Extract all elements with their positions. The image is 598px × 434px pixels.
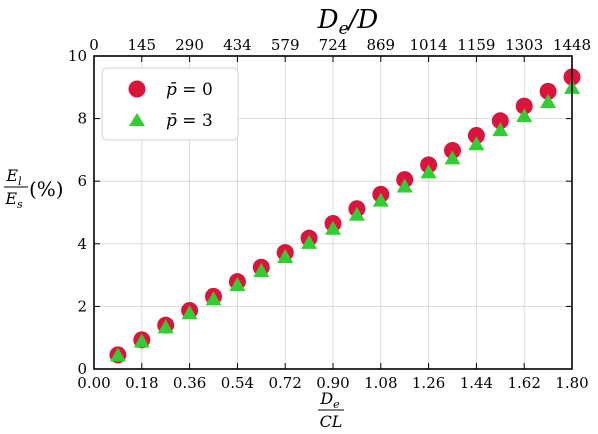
data-point-p3 — [372, 192, 389, 207]
top-x-axis-title: De/D — [317, 5, 379, 39]
svg-text:El: El — [5, 166, 22, 188]
y-tick-label: 4 — [77, 235, 87, 253]
top-x-tick-label: 145 — [127, 36, 156, 54]
legend-label-p0: p̄ = 0 — [166, 80, 213, 100]
svg-text:Es: Es — [4, 189, 23, 211]
x-tick-label: 1.08 — [364, 374, 397, 392]
data-point-p3 — [109, 347, 126, 362]
plot-frame — [93, 55, 573, 370]
data-point-p3 — [253, 263, 270, 278]
x-tick-label: 0.72 — [268, 374, 301, 392]
x-tick-label: 1.26 — [412, 374, 445, 392]
y-axis-title: El Es (%) — [4, 166, 64, 211]
top-x-tick-label: 0 — [89, 36, 99, 54]
data-point-p3 — [420, 164, 437, 179]
svg-text:CL: CL — [320, 412, 343, 431]
data-point-p3 — [468, 136, 485, 151]
x-tick-label: 0.36 — [173, 374, 206, 392]
top-x-tick-label: 290 — [175, 36, 204, 54]
data-point-p3 — [444, 150, 461, 165]
data-point-p3 — [205, 291, 222, 306]
data-point-p0 — [467, 127, 485, 145]
legend-label-p3: p̄ = 3 — [166, 111, 213, 131]
data-point-p3 — [516, 108, 533, 123]
legend-marker-p0 — [128, 80, 146, 98]
data-point-p3 — [301, 234, 318, 249]
top-x-tick-label: 579 — [271, 36, 300, 54]
top-x-tick-label: 724 — [319, 36, 348, 54]
x-tick-label: 1.62 — [507, 374, 540, 392]
data-point-p3 — [181, 305, 198, 320]
x-axis-title: De CL — [318, 389, 344, 431]
y-tick-label: 8 — [77, 110, 87, 128]
top-x-tick-label: 1303 — [505, 36, 543, 54]
data-point-p3 — [229, 277, 246, 292]
top-x-tick-label: 1014 — [410, 36, 448, 54]
y-tick-label: 6 — [77, 172, 87, 190]
top-x-tick-label: 1159 — [457, 36, 495, 54]
x-tick-label: 1.80 — [555, 374, 588, 392]
x-tick-label: 0.18 — [125, 374, 158, 392]
data-point-p3 — [492, 122, 509, 137]
top-x-tick-label: 1448 — [553, 36, 591, 54]
data-point-p3 — [396, 178, 413, 193]
data-point-p3 — [325, 220, 341, 235]
legend: p̄ = 0 p̄ = 3 — [101, 67, 239, 141]
data-point-p3 — [133, 333, 150, 348]
data-point-p3 — [277, 248, 294, 263]
data-point-p3 — [540, 94, 557, 109]
data-point-p3 — [348, 206, 365, 221]
data-point-p0 — [491, 112, 509, 130]
y-tick-label: 0 — [77, 360, 87, 378]
x-tick-label: 0.90 — [316, 374, 349, 392]
legend-marker-p3 — [129, 113, 145, 126]
y-tick-label: 10 — [68, 47, 87, 65]
top-x-tick-label: 869 — [366, 36, 395, 54]
svg-text:(%): (%) — [29, 177, 64, 201]
svg-text:De: De — [319, 389, 340, 411]
data-point-p3 — [157, 319, 174, 334]
x-tick-label: 1.44 — [460, 374, 493, 392]
x-tick-label: 0.54 — [221, 374, 254, 392]
data-point-p0 — [539, 82, 557, 100]
axis-ticks: 0.0000.181450.362900.544340.725790.90724… — [68, 36, 591, 392]
top-x-tick-label: 434 — [223, 36, 252, 54]
x-tick-label: 0.00 — [77, 374, 110, 392]
y-tick-label: 2 — [77, 297, 87, 315]
data-point-p0 — [515, 97, 533, 115]
